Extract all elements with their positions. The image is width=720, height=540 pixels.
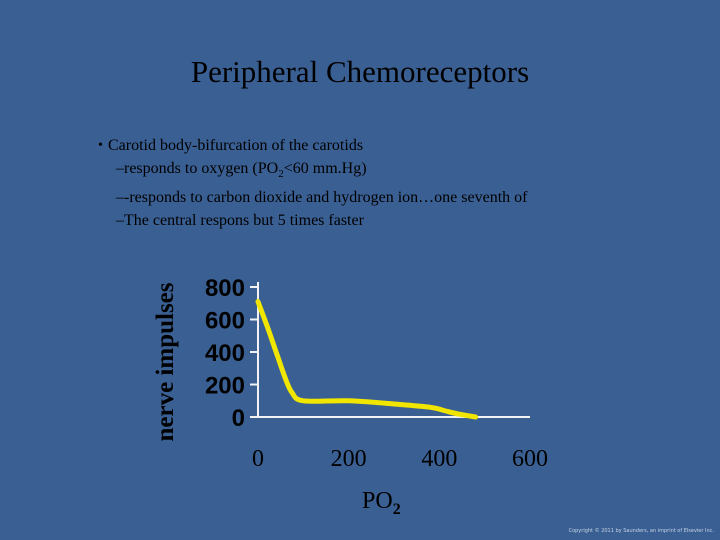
- y-tick-label: 600: [205, 308, 245, 335]
- y-tick-label: 200: [205, 373, 245, 400]
- y-tick-label: 800: [205, 275, 245, 302]
- copyright-text: Copyright © 2011 by Saunders, an imprint…: [568, 528, 714, 534]
- bullet-text: Carotid body-bifurcation of the carotids: [108, 137, 364, 154]
- bullet-dot-icon: •: [98, 138, 103, 153]
- sub-bullet-co2: –-responds to carbon dioxide and hydroge…: [116, 189, 528, 207]
- y-tick-label: 0: [232, 405, 245, 432]
- x-tick-label: 600: [512, 446, 548, 472]
- bullet-item: • Carotid body-bifurcation of the carotid…: [98, 134, 527, 157]
- sub-bullet-text: –responds to oxygen (PO: [116, 160, 279, 177]
- x-axis-label-text: PO: [362, 488, 393, 514]
- x-axis-label: PO2: [362, 488, 401, 519]
- sub-bullet-text-end: <60 mm.Hg): [283, 160, 367, 177]
- x-axis-label-subscript: 2: [392, 500, 401, 518]
- x-tick-label: 200: [331, 446, 367, 472]
- x-tick-label: 0: [252, 446, 264, 472]
- subscript: 2: [278, 168, 284, 181]
- y-tick-label: 400: [205, 340, 245, 367]
- x-tick-label: 400: [421, 446, 457, 472]
- series-line-0: [255, 299, 479, 420]
- slide-title: Peripheral Chemoreceptors: [190, 54, 530, 89]
- sub-bullet-central: –The central respons but 5 times faster: [116, 212, 364, 230]
- sub-bullet-oxygen: –responds to oxygen (PO2<60 mm.Hg): [98, 157, 527, 186]
- bullet-list: • Carotid body-bifurcation of the carotid…: [98, 134, 527, 232]
